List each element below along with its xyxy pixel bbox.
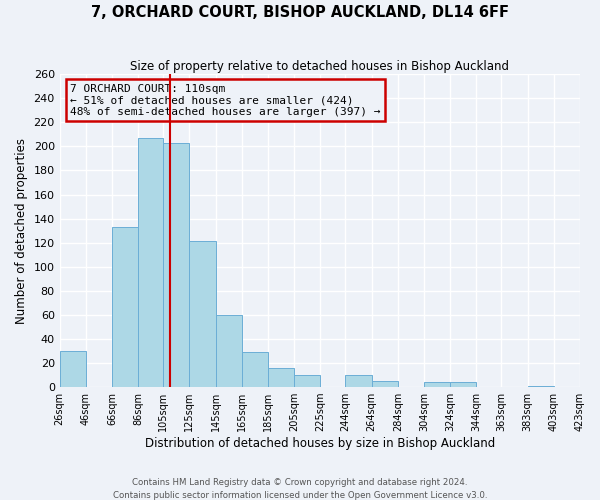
Text: 7 ORCHARD COURT: 110sqm
← 51% of detached houses are smaller (424)
48% of semi-d: 7 ORCHARD COURT: 110sqm ← 51% of detache… [70, 84, 380, 117]
Bar [139, 138, 163, 387]
Bar [424, 382, 450, 387]
Bar [527, 386, 554, 387]
Title: Size of property relative to detached houses in Bishop Auckland: Size of property relative to detached ho… [130, 60, 509, 73]
Bar [59, 351, 86, 387]
Bar [163, 143, 190, 387]
Bar [215, 315, 242, 387]
X-axis label: Distribution of detached houses by size in Bishop Auckland: Distribution of detached houses by size … [145, 437, 495, 450]
Bar [294, 375, 320, 387]
Bar [112, 227, 139, 387]
Bar [268, 368, 294, 387]
Bar [190, 242, 215, 387]
Bar [371, 381, 398, 387]
Bar [242, 352, 268, 387]
Text: Contains HM Land Registry data © Crown copyright and database right 2024.
Contai: Contains HM Land Registry data © Crown c… [113, 478, 487, 500]
Bar [346, 375, 371, 387]
Text: 7, ORCHARD COURT, BISHOP AUCKLAND, DL14 6FF: 7, ORCHARD COURT, BISHOP AUCKLAND, DL14 … [91, 5, 509, 20]
Y-axis label: Number of detached properties: Number of detached properties [15, 138, 28, 324]
Bar [450, 382, 476, 387]
